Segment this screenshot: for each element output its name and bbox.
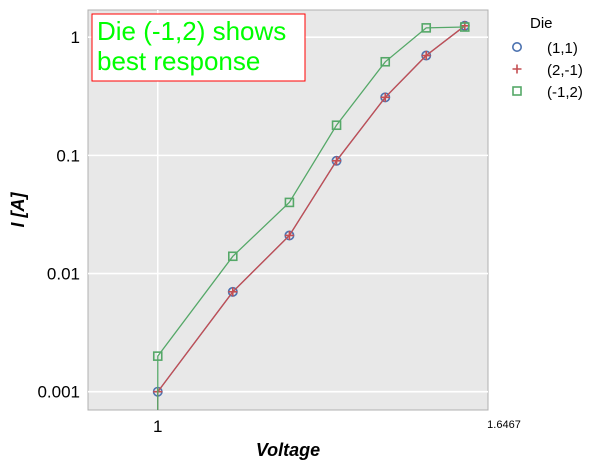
annotation-line-1: Die (-1,2) shows <box>97 16 286 46</box>
series-line <box>157 25 466 411</box>
x-tick-label: 1.6467 <box>487 419 521 431</box>
legend-item: (2,-1) <box>512 62 583 79</box>
data-point <box>284 197 295 208</box>
annotation-box: Die (-1,2) shows best response <box>91 13 306 82</box>
legend-label: (2,-1) <box>547 62 583 79</box>
legend-marker <box>512 64 522 74</box>
series-line <box>157 26 465 411</box>
y-tick-label: 0.001 <box>37 383 80 402</box>
data-point <box>331 120 342 131</box>
legend-marker <box>511 41 522 52</box>
legend-label: (-1,2) <box>547 84 583 101</box>
series-layer <box>152 20 470 411</box>
y-axis-label: I [A] <box>8 192 28 228</box>
data-point <box>332 156 342 166</box>
data-point <box>284 230 294 240</box>
legend-title: Die <box>530 15 553 32</box>
x-tick-label: 1 <box>153 417 162 436</box>
annotation-line-2: best response <box>97 46 260 76</box>
y-tick-label: 1 <box>71 28 80 47</box>
ticks: 0.001 0.01 0.1 1 1 1.6467 <box>37 28 520 436</box>
legend: Die (1,1) (2,-1) (-1,2) <box>511 15 583 101</box>
y-tick-label: 0.1 <box>56 146 80 165</box>
legend-item: (-1,2) <box>512 84 583 101</box>
legend-item: (1,1) <box>511 40 578 57</box>
x-axis-label: Voltage <box>256 440 320 460</box>
annotation-border <box>91 13 306 82</box>
data-point <box>228 287 238 297</box>
data-point <box>460 22 470 32</box>
data-point <box>380 92 390 102</box>
data-point <box>421 23 432 33</box>
y-tick-label: 0.01 <box>47 265 80 284</box>
data-point <box>227 251 238 262</box>
legend-items: (1,1) (2,-1) (-1,2) <box>511 40 583 101</box>
legend-label: (1,1) <box>547 40 578 57</box>
data-point <box>421 51 431 61</box>
data-point <box>380 56 391 67</box>
series-2 <box>152 22 470 411</box>
data-point <box>152 351 163 361</box>
legend-marker <box>512 86 522 96</box>
